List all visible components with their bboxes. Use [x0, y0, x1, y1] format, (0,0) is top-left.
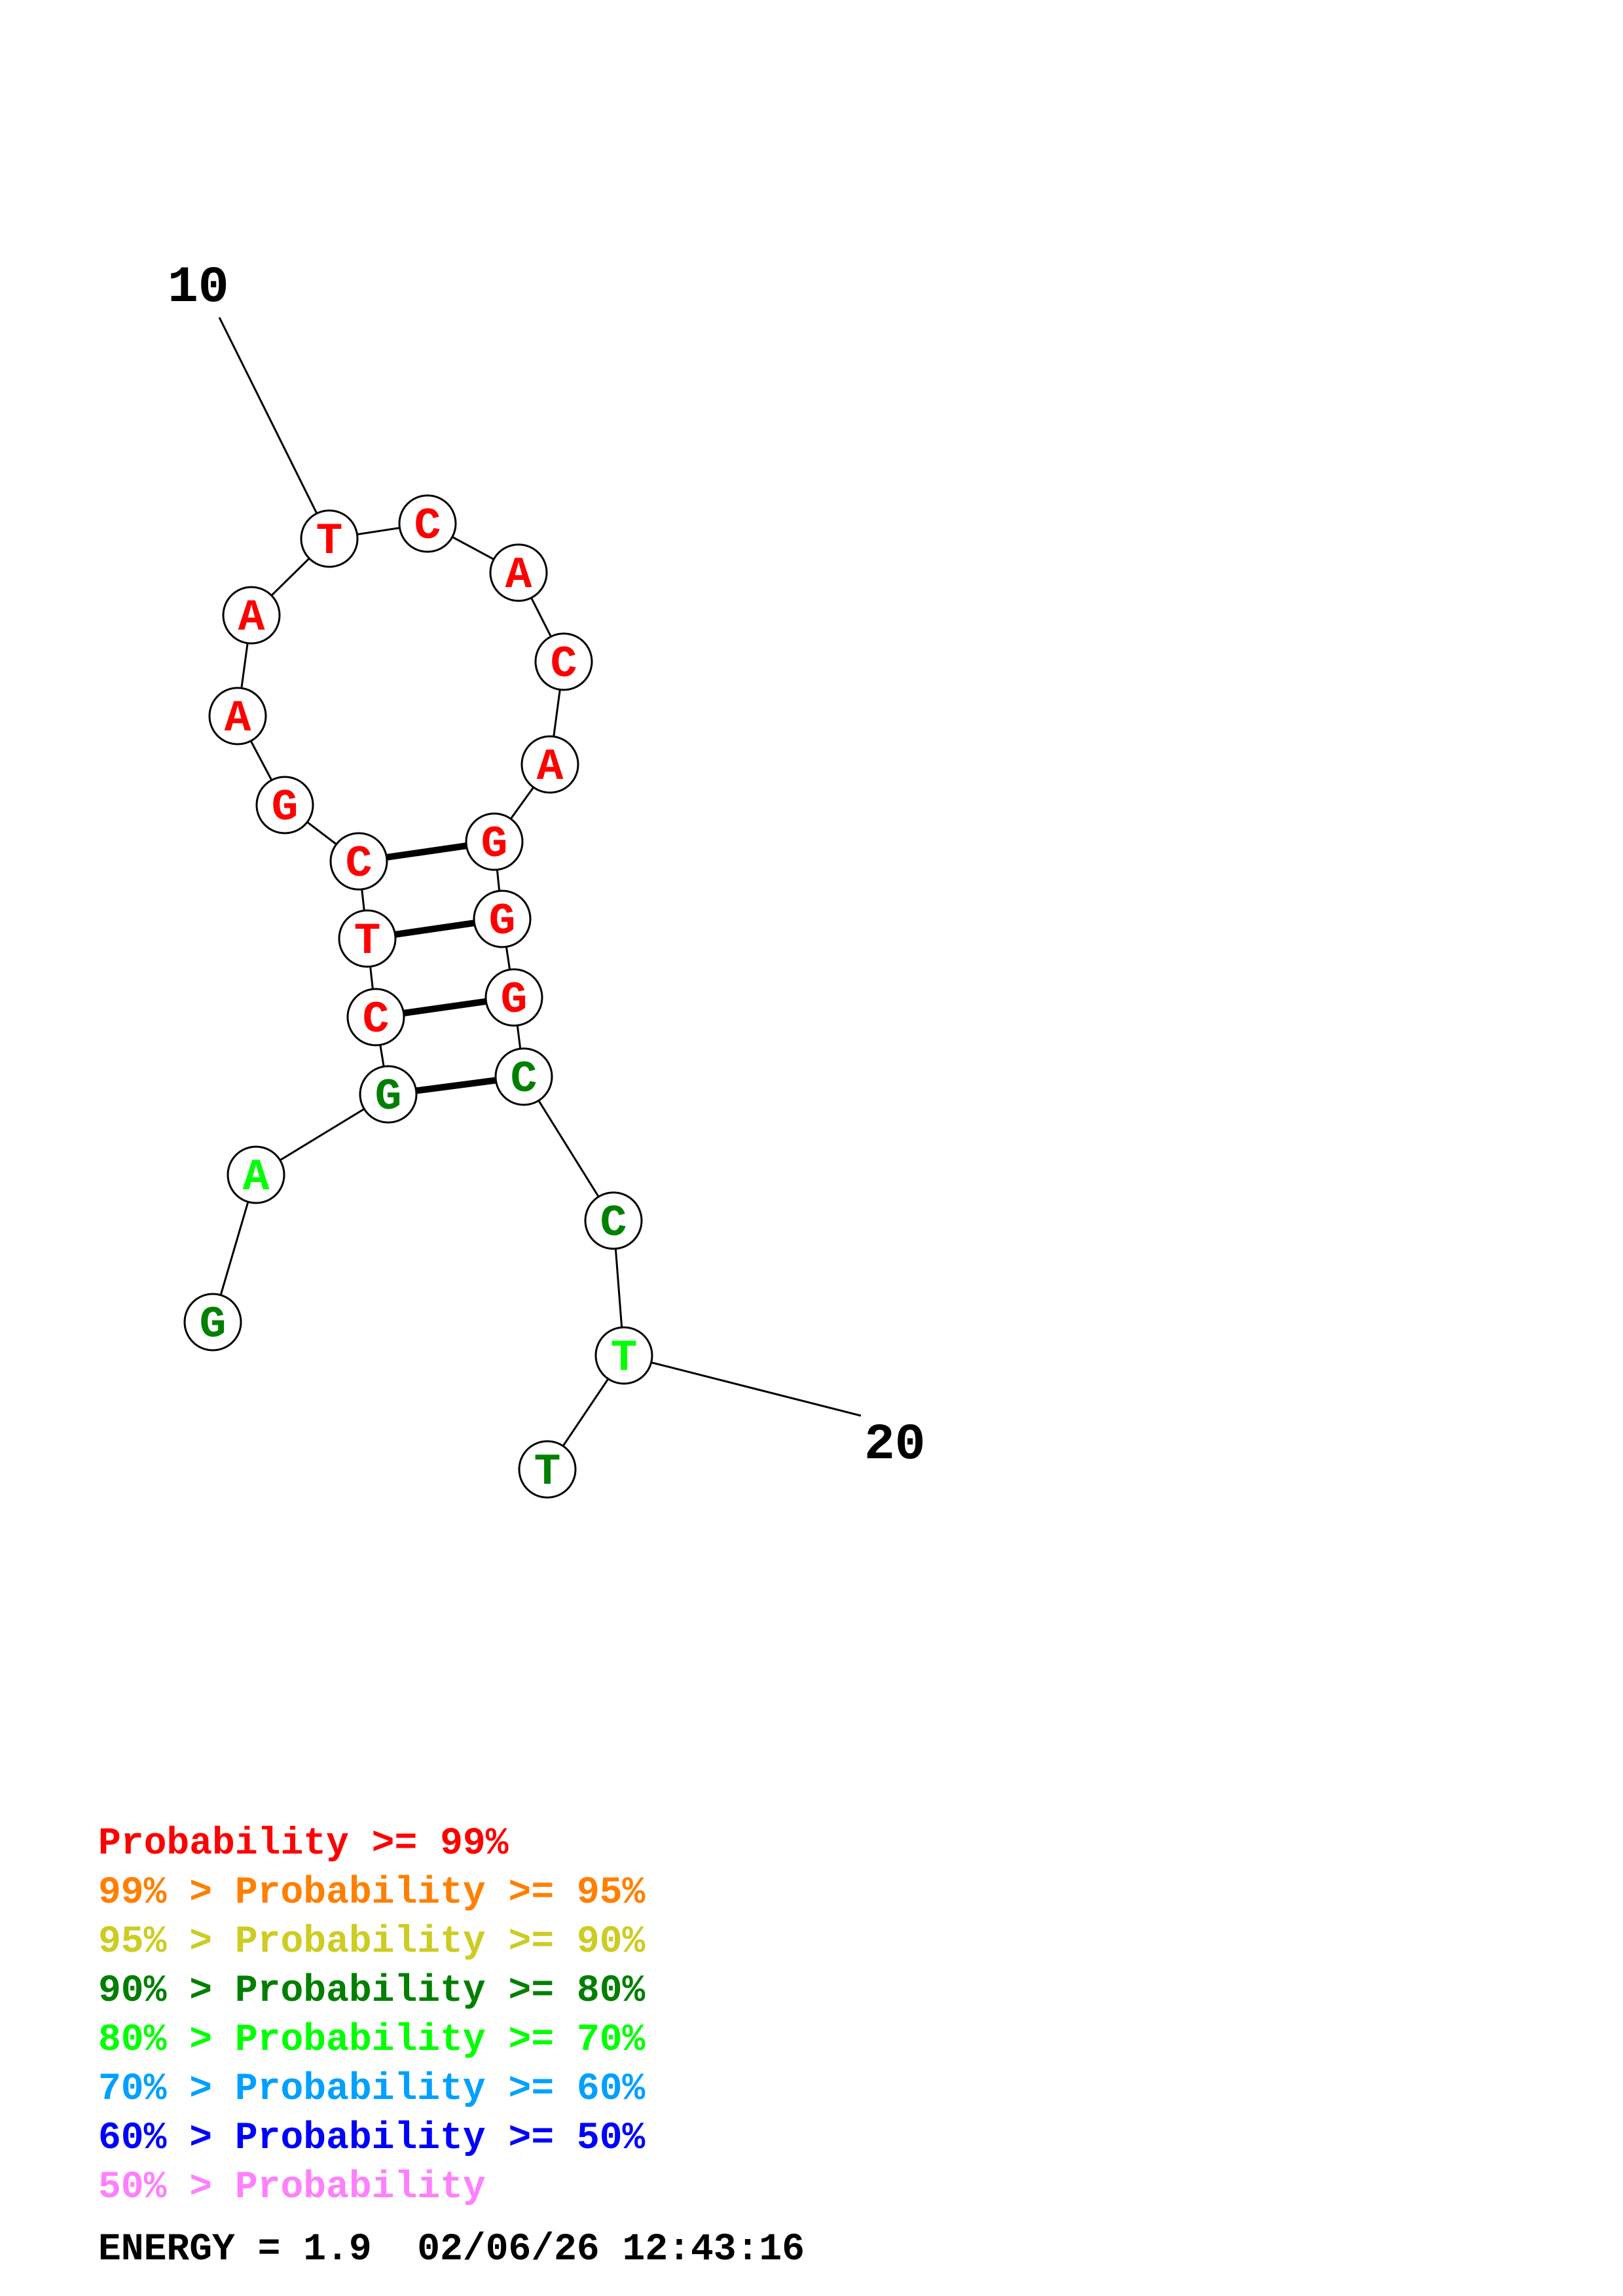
probability-legend: Probability >= 99% 99% > Probability >= …: [98, 1823, 646, 2209]
legend-entry: 95% > Probability >= 90%: [98, 1921, 646, 1964]
nucleotide: G: [473, 889, 532, 948]
legend-entry: 50% > Probability: [98, 2166, 486, 2209]
nucleotide-circle: [329, 832, 388, 891]
nucleotide-letter: C: [414, 501, 441, 552]
legend-text: Probability >= 80%: [235, 1970, 646, 2013]
nucleotide-circle: [359, 1065, 418, 1124]
legend-prefix: 95% >: [98, 1921, 235, 1964]
nucleotide-letter: C: [600, 1198, 627, 1249]
nucleotide-circle: [473, 889, 532, 948]
legend-text: Probability >= 90%: [235, 1921, 646, 1964]
end-label-tick: [623, 1354, 862, 1417]
nucleotide-circle: [465, 812, 524, 871]
nucleotide: T: [594, 1326, 653, 1385]
nucleotide-letter: T: [316, 516, 343, 567]
legend-entry: Probability >= 99%: [98, 1823, 509, 1865]
nucleotide-circle: [494, 1047, 553, 1106]
nucleotide: A: [208, 687, 267, 745]
nucleotide-letter: T: [354, 916, 381, 967]
legend-text: Probability: [235, 2166, 486, 2209]
legend-entry: 60% > Probability >= 50%: [98, 2117, 646, 2160]
nucleotide-circle: [183, 1293, 242, 1352]
nucleotide-letter: T: [534, 1447, 561, 1498]
legend-prefix: 90% >: [98, 1970, 235, 2013]
nucleotide: G: [183, 1293, 242, 1352]
nucleotide-circle: [222, 586, 281, 645]
nucleotide: G: [465, 812, 524, 871]
nucleotide-letter: A: [238, 593, 265, 643]
nucleotide-circle: [489, 543, 548, 602]
nucleotide-circle: [534, 632, 593, 691]
nucleotide-letter: C: [511, 1054, 538, 1105]
backbone-lines: [211, 317, 862, 1470]
nucleotide-circle: [346, 988, 405, 1047]
nucleotide-circle: [520, 735, 579, 794]
nucleotide-letter: G: [489, 897, 516, 947]
nucleotide: A: [222, 586, 281, 645]
legend-text: Probability >= 50%: [235, 2117, 646, 2160]
legend-text: Probability >= 95%: [235, 1872, 646, 1914]
start-label-tick: [218, 317, 331, 539]
nucleotide-letter: G: [501, 975, 528, 1026]
nucleotide-letter: T: [611, 1333, 638, 1384]
energy-value: ENERGY = 1.9: [98, 2229, 372, 2271]
legend-prefix: 60% >: [98, 2117, 235, 2160]
nucleotide-circle: [255, 776, 314, 834]
nucleotide-letter: G: [272, 783, 299, 833]
start-position-label: 10: [168, 259, 229, 317]
legend-entry: 80% > Probability >= 70%: [98, 2019, 646, 2062]
nucleotide-circle: [300, 509, 359, 568]
legend-prefix: 50% >: [98, 2166, 235, 2209]
nucleotide-circle: [518, 1440, 577, 1499]
nucleotide-circle: [584, 1191, 643, 1250]
legend-text: Probability >= 60%: [235, 2068, 646, 2111]
nucleotide: A: [520, 735, 579, 794]
nucleotide-letter: G: [200, 1300, 227, 1350]
nucleotide: C: [398, 494, 457, 553]
legend-prefix: 70% >: [98, 2068, 235, 2111]
nucleotide: T: [518, 1440, 577, 1499]
legend-text: Probability >= 70%: [235, 2019, 646, 2062]
legend-entry: 70% > Probability >= 60%: [98, 2068, 646, 2111]
footer-gap: [372, 2229, 418, 2271]
nucleotide-letter: G: [481, 819, 508, 870]
legend-text: Probability >= 99%: [98, 1823, 509, 1865]
nucleotide: G: [359, 1065, 418, 1124]
nucleotide-circle: [594, 1326, 653, 1385]
timestamp: 02/06/26 12:43:16: [417, 2229, 805, 2271]
nucleotide: C: [584, 1191, 643, 1250]
nucleotide: A: [489, 543, 548, 602]
nucleotide: A: [227, 1145, 285, 1204]
nucleotide-circle: [338, 909, 397, 968]
nucleotide: C: [346, 988, 405, 1047]
nucleotide-circle: [398, 494, 457, 553]
energy-footer: ENERGY = 1.9 02/06/26 12:43:16: [98, 2229, 805, 2271]
nucleotide-letter: C: [363, 995, 390, 1045]
nucleotide-letter: A: [505, 550, 532, 601]
nucleotide: G: [255, 776, 314, 834]
nucleotide-letter: G: [375, 1072, 402, 1122]
nucleotide-circle: [484, 968, 543, 1027]
legend-entry: 99% > Probability >= 95%: [98, 1872, 646, 1914]
nucleotide-circle: [208, 687, 267, 745]
nucleotide: G: [484, 968, 543, 1027]
nucleotide: C: [494, 1047, 553, 1106]
legend-entry: 90% > Probability >= 80%: [98, 1970, 646, 2013]
nucleotide-letter: A: [537, 742, 564, 793]
nucleotide-letter: C: [551, 639, 577, 690]
end-position-label: 20: [864, 1416, 926, 1474]
nucleotide: T: [338, 909, 397, 968]
nucleotide: C: [534, 632, 593, 691]
nucleotide-letter: A: [225, 694, 251, 744]
nucleotide-circle: [227, 1145, 285, 1204]
legend-prefix: 99% >: [98, 1872, 235, 1914]
legend-prefix: 80% >: [98, 2019, 235, 2062]
nucleotide-letter: C: [346, 839, 373, 889]
nucleotide: T: [300, 509, 359, 568]
nucleotide-letter: A: [243, 1153, 270, 1203]
nucleotide: C: [329, 832, 388, 891]
